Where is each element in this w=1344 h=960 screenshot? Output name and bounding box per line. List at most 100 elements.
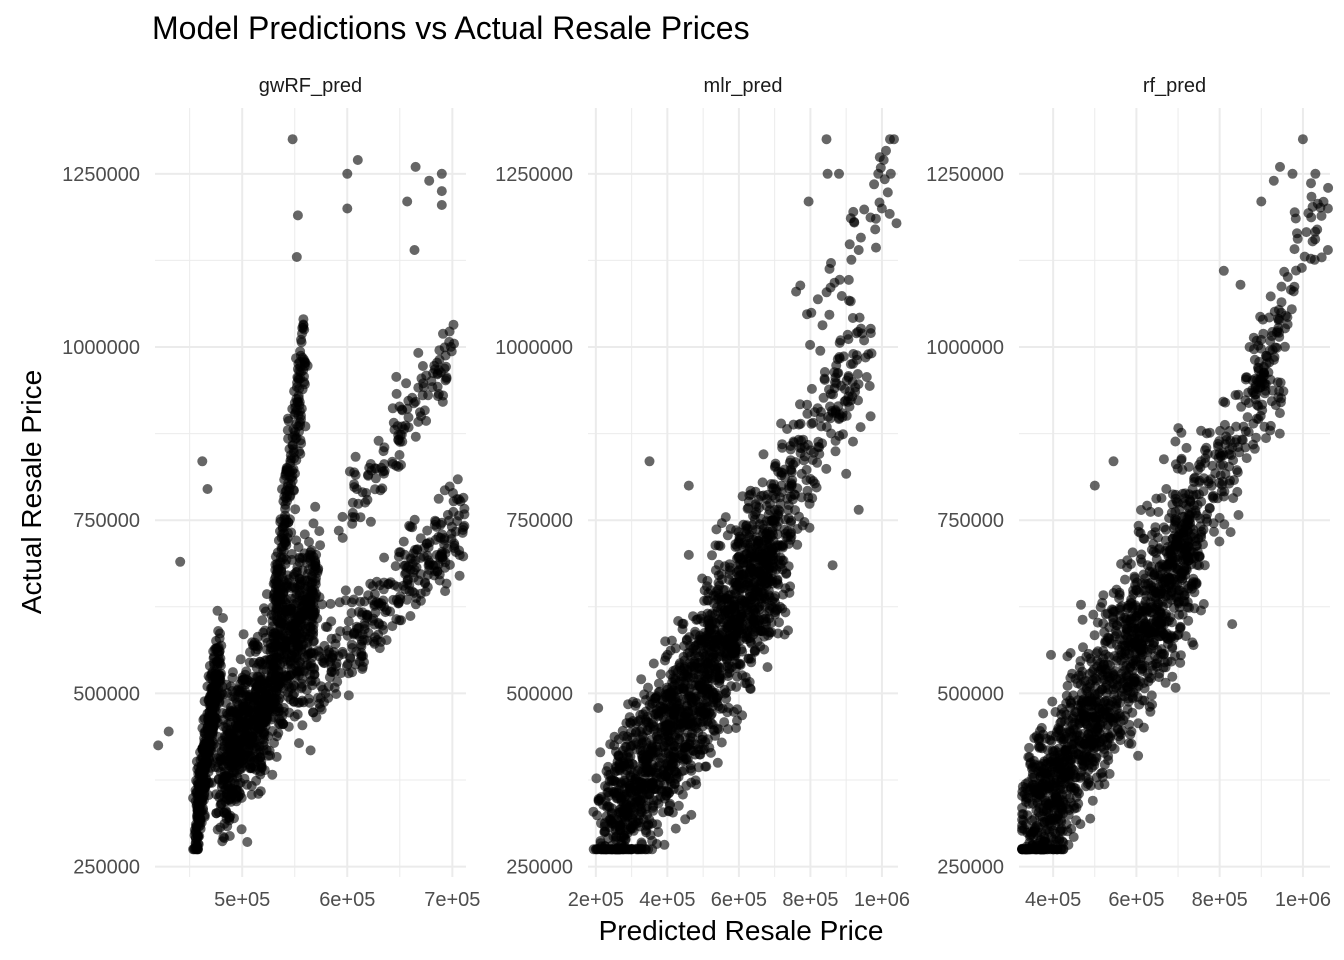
data-point [818, 392, 829, 403]
data-point [1076, 599, 1086, 610]
y-tick-label: 1000000 [62, 337, 140, 359]
data-point [621, 718, 632, 729]
facet-label: rf_pred [1143, 75, 1206, 97]
data-point [289, 688, 300, 699]
data-point [668, 699, 679, 710]
data-point [805, 339, 816, 350]
data-point [242, 779, 252, 790]
data-point [193, 832, 203, 843]
data-point [710, 730, 721, 741]
data-point [641, 737, 652, 748]
data-point [749, 645, 760, 656]
data-point [827, 560, 838, 571]
data-point [600, 826, 611, 837]
data-point [865, 212, 876, 223]
data-point [662, 682, 672, 693]
data-point [792, 539, 803, 550]
data-point [817, 320, 828, 331]
data-point [278, 656, 289, 667]
data-point [258, 627, 269, 638]
data-point [882, 187, 893, 198]
data-point [410, 161, 421, 172]
data-point [413, 416, 424, 427]
data-point [759, 601, 770, 612]
data-point [351, 621, 362, 632]
data-point [284, 707, 295, 718]
data-point [217, 708, 228, 718]
data-point [693, 706, 704, 717]
data-point [264, 745, 275, 756]
data-point [841, 468, 852, 479]
data-point [240, 691, 251, 702]
data-point [873, 168, 884, 179]
data-point [218, 613, 228, 623]
x-tick-label: 4e+05 [1025, 889, 1081, 911]
data-point [756, 593, 767, 604]
data-point [403, 412, 414, 423]
data-point [623, 747, 634, 758]
data-point [163, 726, 174, 737]
data-point [1173, 423, 1184, 434]
data-point [342, 203, 353, 214]
data-point [322, 649, 333, 660]
data-point [241, 677, 252, 687]
data-point [248, 671, 259, 682]
data-point [1046, 649, 1056, 660]
data-point [1085, 813, 1096, 824]
data-point [816, 421, 827, 432]
data-point [409, 245, 420, 255]
data-point [448, 319, 459, 330]
data-point [236, 763, 247, 774]
data-point [402, 196, 413, 207]
data-point [763, 509, 774, 520]
data-point [716, 518, 727, 529]
data-point [741, 634, 752, 645]
data-point [869, 179, 880, 190]
data-point [259, 603, 269, 614]
data-point [655, 753, 666, 764]
data-point [270, 559, 281, 570]
data-point [708, 598, 719, 609]
data-point [246, 739, 257, 750]
data-point [871, 242, 881, 253]
y-tick-label: 750000 [506, 510, 573, 532]
data-point [798, 434, 809, 445]
data-point [741, 520, 752, 531]
data-point [778, 589, 788, 600]
data-point [267, 667, 278, 678]
data-point [844, 239, 855, 250]
data-point [788, 419, 799, 430]
data-point [815, 345, 826, 356]
data-point [719, 717, 730, 728]
data-point [392, 421, 403, 432]
data-point [607, 817, 618, 828]
data-point [387, 403, 398, 414]
data-point [591, 773, 602, 784]
data-point [244, 657, 255, 668]
data-point [741, 554, 752, 565]
data-point [275, 516, 286, 527]
data-point [307, 680, 317, 691]
data-point [293, 542, 304, 553]
data-point [680, 739, 691, 750]
data-point [343, 616, 354, 627]
data-point [730, 589, 741, 600]
data-point [853, 245, 864, 255]
data-point [346, 608, 357, 618]
data-point [731, 662, 741, 673]
data-point [824, 384, 834, 395]
data-point [653, 827, 664, 838]
data-point [845, 395, 856, 406]
data-point [280, 503, 291, 514]
data-point [333, 525, 344, 536]
data-point [691, 614, 702, 625]
data-point [839, 384, 850, 394]
data-point [439, 485, 450, 496]
data-point [808, 417, 819, 428]
data-point [659, 839, 670, 850]
data-point [436, 548, 447, 559]
data-point [440, 557, 451, 568]
data-point [745, 616, 756, 627]
data-point [826, 428, 837, 439]
data-point [365, 516, 376, 527]
